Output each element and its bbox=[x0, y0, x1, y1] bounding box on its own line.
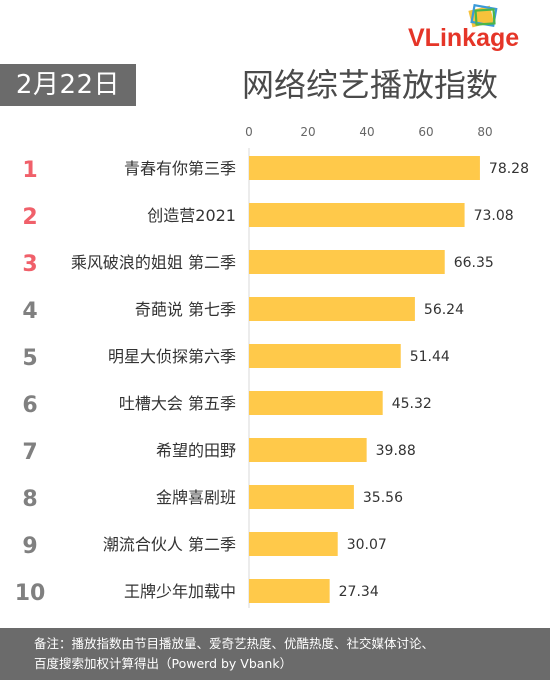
category-label: 明星大侦探第六季 bbox=[108, 347, 236, 366]
logo-wordmark: VLinkage bbox=[408, 24, 520, 52]
data-label: 56.24 bbox=[424, 302, 464, 318]
data-label: 78.28 bbox=[489, 161, 529, 177]
footnote-line-1: 备注：播放指数由节目播放量、爱奇艺热度、优酷热度、社交媒体讨论、 bbox=[34, 636, 435, 651]
category-label: 奇葩说 第七季 bbox=[135, 300, 236, 319]
bar bbox=[249, 297, 415, 321]
rank-number: 9 bbox=[22, 534, 37, 559]
data-label: 73.08 bbox=[474, 208, 514, 224]
data-label: 39.88 bbox=[376, 443, 416, 459]
bar bbox=[249, 532, 338, 556]
category-label: 潮流合伙人 第二季 bbox=[103, 535, 236, 554]
data-label: 51.44 bbox=[410, 349, 450, 365]
vlinkage-frames-logo-icon bbox=[468, 4, 498, 28]
bar bbox=[249, 438, 367, 462]
rank-number: 5 bbox=[22, 346, 37, 371]
bar bbox=[249, 250, 445, 274]
category-label: 王牌少年加载中 bbox=[124, 582, 236, 601]
brand-logo: VLinkage bbox=[408, 4, 548, 54]
category-label: 乘风破浪的姐姐 第二季 bbox=[71, 253, 236, 272]
bar bbox=[249, 485, 354, 509]
date-badge: 2月22日 bbox=[0, 64, 136, 106]
x-tick-label: 80 bbox=[477, 125, 492, 139]
bar-chart: 0 20 40 60 80 1 青春有你第三季 78.28 2 创造营2021 73.08 3 乘风破浪… bbox=[15, 125, 529, 608]
x-tick-label: 20 bbox=[300, 125, 315, 139]
data-label: 66.35 bbox=[454, 255, 494, 271]
data-label: 45.32 bbox=[392, 396, 432, 412]
bar bbox=[249, 156, 480, 180]
footnote-line-2: 百度搜索加权计算得出（Powerd by Vbank） bbox=[34, 656, 293, 671]
rank-number: 3 bbox=[22, 252, 37, 277]
category-label: 吐槽大会 第五季 bbox=[119, 394, 236, 413]
category-label: 创造营2021 bbox=[147, 206, 236, 225]
category-label: 金牌喜剧班 bbox=[156, 488, 236, 507]
data-label: 35.56 bbox=[363, 490, 403, 506]
bar bbox=[249, 391, 383, 415]
bar bbox=[249, 203, 465, 227]
category-label: 青春有你第三季 bbox=[124, 159, 236, 178]
bar bbox=[249, 344, 401, 368]
data-label: 30.07 bbox=[347, 537, 387, 553]
chart-title: 网络综艺播放指数 bbox=[241, 66, 498, 104]
x-tick-label: 60 bbox=[418, 125, 433, 139]
category-label: 希望的田野 bbox=[156, 441, 236, 460]
rank-number: 8 bbox=[22, 487, 37, 512]
data-label: 27.34 bbox=[339, 584, 379, 600]
logo-suffix: age bbox=[476, 24, 520, 52]
rank-number: 1 bbox=[22, 158, 37, 183]
bar bbox=[249, 579, 330, 603]
rank-number: 10 bbox=[15, 581, 46, 606]
x-tick-label: 0 bbox=[245, 125, 253, 139]
x-tick-label: 40 bbox=[359, 125, 374, 139]
rank-number: 4 bbox=[22, 299, 37, 324]
rank-number: 6 bbox=[22, 393, 37, 418]
footnote: 备注：播放指数由节目播放量、爱奇艺热度、优酷热度、社交媒体讨论、 百度搜索加权计… bbox=[0, 628, 550, 680]
rank-number: 2 bbox=[22, 205, 37, 230]
rank-number: 7 bbox=[22, 440, 37, 465]
